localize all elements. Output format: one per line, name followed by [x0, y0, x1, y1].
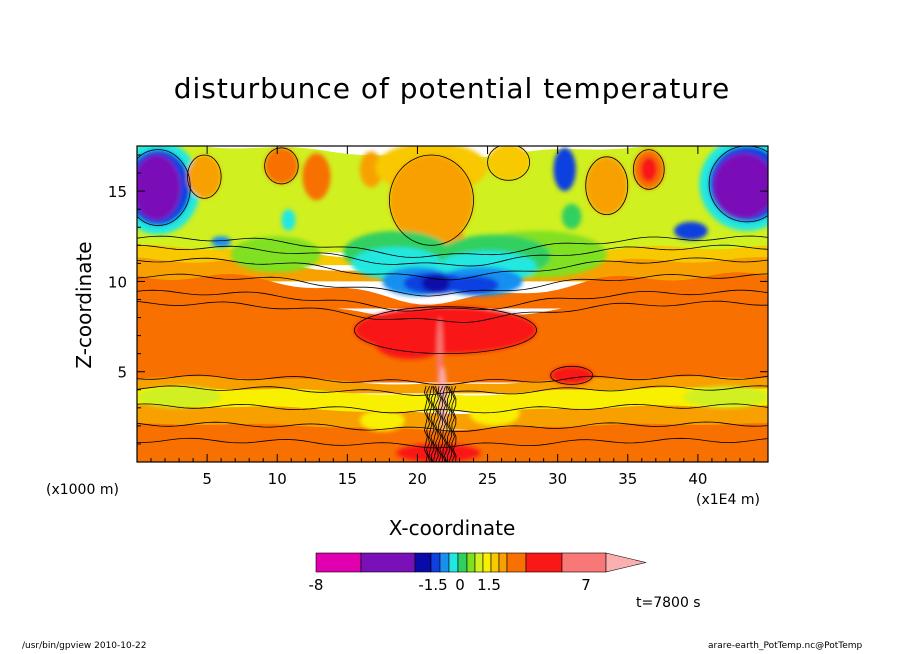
- x-tick-label: 30: [548, 470, 567, 488]
- y-tick-label: 10: [108, 273, 127, 291]
- colorbar-segment: [430, 552, 441, 573]
- colorbar-arrow: [605, 552, 647, 573]
- x-axis-label: X-coordinate: [388, 516, 516, 540]
- colorbar-label: 0: [455, 576, 465, 594]
- colorbar-segment: [457, 552, 468, 573]
- colorbar-segment: [490, 552, 500, 573]
- time-annotation: t=7800 s: [636, 595, 701, 611]
- y-tick-label: 5: [117, 364, 127, 382]
- x-tick-label: 15: [338, 470, 357, 488]
- x-tick-label: 10: [268, 470, 287, 488]
- colorbar-segment: [561, 552, 607, 573]
- contour-field: [137, 146, 768, 462]
- colorbar-segment: [439, 552, 450, 573]
- colorbar-segment: [414, 552, 432, 573]
- x-tick-label: 25: [478, 470, 497, 488]
- colorbar-segment: [360, 552, 416, 573]
- x-axis-unit-left: (x1000 m): [46, 482, 119, 498]
- footer-left: /usr/bin/gpview 2010-10-22: [22, 641, 147, 651]
- colorbar-label: 1.5: [477, 576, 501, 594]
- colorbar-segment: [448, 552, 459, 573]
- footer-right: arare-earth_PotTemp.nc@PotTemp: [708, 641, 863, 651]
- x-axis-unit-right: (x1E4 m): [696, 492, 760, 508]
- x-tick-label: 5: [202, 470, 212, 488]
- chart-title: disturbunce of potential temperature: [173, 72, 731, 105]
- colorbar-label: -1.5: [418, 576, 447, 594]
- x-tick-label: 40: [688, 470, 707, 488]
- colorbar-segment: [525, 552, 563, 573]
- colorbar-label: -8: [309, 576, 324, 594]
- colorbar-label: 7: [581, 576, 591, 594]
- colorbar: -8 -1.5 0 1.5 7: [309, 552, 647, 594]
- plot-frame: [136, 145, 769, 463]
- colorbar-segment: [506, 552, 527, 573]
- colorbar-segment: [482, 552, 492, 573]
- x-tick-label: 35: [618, 470, 637, 488]
- colorbar-segment: [315, 552, 362, 573]
- x-tick-label: 20: [408, 470, 427, 488]
- plot-axes: 5 10 15 20 25 30 35 40 5 10 15: [108, 145, 769, 488]
- colorbar-segment: [474, 552, 484, 573]
- colorbar-segment: [498, 552, 508, 573]
- colorbar-segment: [466, 552, 476, 573]
- y-tick-label: 15: [108, 183, 127, 201]
